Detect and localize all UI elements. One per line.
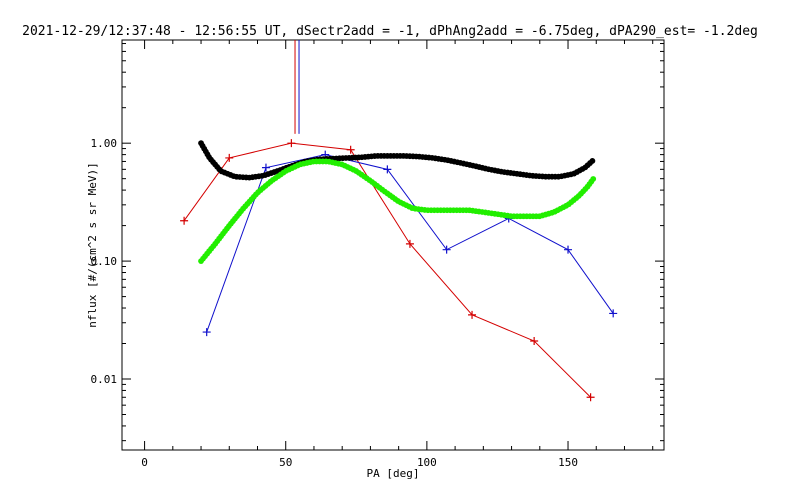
- series-0-point: [180, 216, 189, 225]
- series-0-point: [346, 145, 355, 154]
- series-0-point: [586, 393, 595, 402]
- series-0-point: [530, 337, 539, 346]
- chart-title: 2021-12-29/12:37:48 - 12:56:55 UT, dSect…: [22, 24, 758, 39]
- y-axis: 0.01 0.10 1.00: [91, 43, 664, 442]
- series-0-point: [287, 139, 296, 148]
- series-0-point: [468, 310, 477, 319]
- x-tick-label: 150: [558, 456, 578, 469]
- series-layer: [180, 40, 618, 402]
- x-tick-label: 100: [417, 456, 437, 469]
- y-tick-label: 0.01: [91, 373, 118, 386]
- x-axis: 0 50 100 150: [141, 40, 654, 469]
- series-1-point: [261, 163, 270, 172]
- x-tick-label: 50: [279, 456, 292, 469]
- y-axis-label: nflux [#/(cm^2 s sr MeV)]: [86, 162, 99, 328]
- series-1-point: [202, 328, 211, 337]
- series-2-dot: [589, 158, 596, 164]
- y-tick-label: 0.10: [91, 255, 118, 268]
- series-1-point: [383, 165, 392, 174]
- x-tick-label: 0: [141, 456, 148, 469]
- series-1-point: [609, 309, 618, 318]
- x-axis-label: PA [deg]: [367, 467, 420, 480]
- series-0-point: [225, 153, 234, 162]
- series-0-point: [405, 239, 414, 248]
- series-2-path: [201, 143, 593, 177]
- series-3-dot: [590, 176, 597, 182]
- y-tick-label: 1.00: [91, 137, 118, 150]
- series-1-point: [442, 245, 451, 254]
- plot-frame: [121, 39, 665, 451]
- series-0-line: [183, 142, 591, 398]
- series-1-point: [564, 245, 573, 254]
